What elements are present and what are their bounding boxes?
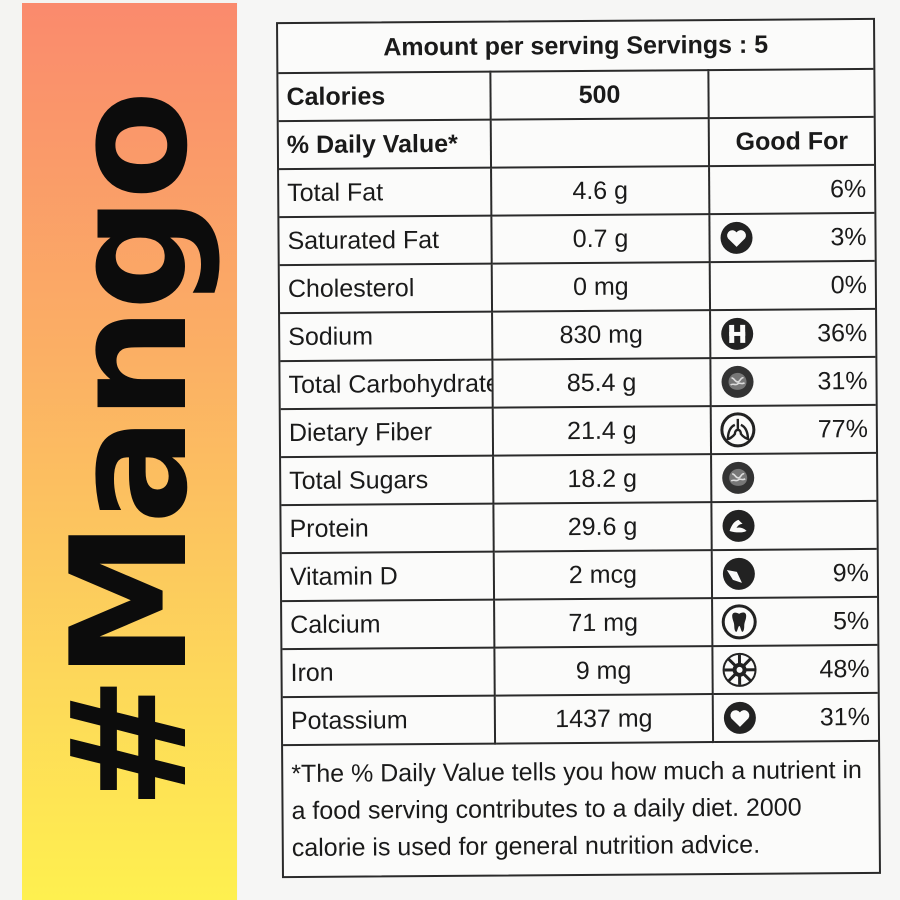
daily-value-label: % Daily Value* xyxy=(278,119,492,170)
daily-value-empty-cell xyxy=(490,118,710,168)
nutrient-name: Saturated Fat xyxy=(279,215,492,266)
nutrient-good-for: 3% xyxy=(709,212,875,263)
nutrient-name: Potassium xyxy=(282,695,496,746)
heart-icon xyxy=(722,700,758,736)
nutrient-good-for xyxy=(711,500,877,551)
nutrient-percent: 36% xyxy=(817,318,868,347)
nutrient-row-total-fat: Total Fat 4.6 g 6% xyxy=(279,164,875,218)
nutrient-name: Protein xyxy=(281,503,494,554)
nutrient-percent: 48% xyxy=(819,654,870,683)
icon-placeholder xyxy=(719,268,755,304)
nutrient-amount: 4.6 g xyxy=(491,166,710,216)
serving-header-row: Amount per serving Servings : 5 xyxy=(278,19,874,74)
nutrient-row-sodium: Sodium 830 mg 36% xyxy=(280,308,876,362)
nutrient-name: Total Carbohydrate xyxy=(280,359,493,410)
calories-value: 500 xyxy=(490,70,709,120)
nutrient-percent: 77% xyxy=(817,414,868,443)
nutrient-amount: 85.4 g xyxy=(492,358,711,408)
nutrient-good-for: 31% xyxy=(710,356,876,407)
nutrient-row-vitamin-d: Vitamin D 2 mcg 9% xyxy=(281,548,878,602)
nutrient-percent: 3% xyxy=(830,222,867,251)
nutrient-amount: 2 mcg xyxy=(493,550,713,600)
brain-icon xyxy=(720,460,756,496)
nutrient-amount: 1437 mg xyxy=(494,694,714,744)
good-for-label: Good For xyxy=(708,116,875,167)
nutrient-amount: 0 mg xyxy=(491,262,711,312)
nutrient-name: Vitamin D xyxy=(281,551,495,602)
calories-row: Calories 500 xyxy=(278,68,874,122)
nutrient-row-total-sugars: Total Sugars 18.2 g xyxy=(281,452,877,506)
nutrient-good-for: 6% xyxy=(709,164,875,215)
nutrient-amount: 71 mg xyxy=(494,598,713,648)
heart-icon xyxy=(718,220,754,256)
nutrient-row-cholesterol: Cholesterol 0 mg 0% xyxy=(279,260,876,314)
brain-icon xyxy=(719,364,755,400)
calories-label: Calories xyxy=(278,71,491,122)
serving-header: Amount per serving Servings : 5 xyxy=(278,19,874,74)
nutrient-good-for: 48% xyxy=(712,644,878,695)
nutrient-good-for xyxy=(711,452,877,503)
nutrient-percent: 5% xyxy=(832,606,870,635)
nutrient-percent: 9% xyxy=(832,558,869,587)
lungs-icon xyxy=(720,412,756,448)
brand-title: #Mango xyxy=(35,93,223,810)
nutrient-good-for: 0% xyxy=(709,260,876,311)
nutrient-amount: 9 mg xyxy=(494,646,713,696)
blood-cell-icon xyxy=(721,652,757,688)
nutrient-name: Calcium xyxy=(282,599,495,650)
nutrient-row-total-carbohydrate: Total Carbohydrate 85.4 g 31% xyxy=(280,356,876,410)
icon-placeholder xyxy=(718,172,754,208)
nutrient-percent: 0% xyxy=(830,270,867,299)
nutrient-good-for: 5% xyxy=(712,596,878,647)
nutrient-percent: 31% xyxy=(817,366,868,395)
nutrient-amount: 29.6 g xyxy=(493,502,712,552)
nutrient-row-protein: Protein 29.6 g xyxy=(281,500,877,554)
nutrient-amount: 0.7 g xyxy=(491,214,710,264)
nutrient-good-for: 9% xyxy=(711,548,878,599)
nutrient-row-iron: Iron 9 mg 48% xyxy=(282,644,878,698)
footnote: *The % Daily Value tells you how much a … xyxy=(291,756,863,863)
nutrient-name: Total Sugars xyxy=(281,455,494,506)
nutrient-row-dietary-fiber: Dietary Fiber 21.4 g 77% xyxy=(280,404,877,458)
nutrient-row-potassium: Potassium 1437 mg 31% xyxy=(282,692,879,746)
calories-empty-cell xyxy=(708,68,874,119)
nutrient-amount: 830 mg xyxy=(492,310,711,360)
nutrient-name: Iron xyxy=(282,647,495,698)
brand-banner: #Mango xyxy=(22,3,237,900)
muscle-icon xyxy=(720,508,756,544)
nutrient-good-for: 31% xyxy=(712,692,879,743)
nutrient-row-calcium: Calcium 71 mg 5% xyxy=(282,596,878,650)
tooth-icon xyxy=(721,604,757,640)
nutrient-percent: 31% xyxy=(819,702,870,731)
nutrient-amount: 21.4 g xyxy=(492,406,712,456)
nutrient-name: Sodium xyxy=(280,311,493,362)
nutrient-percent: 6% xyxy=(829,174,867,203)
nutrition-table: Amount per serving Servings : 5 Calories… xyxy=(278,19,879,746)
daily-value-row: % Daily Value* Good For xyxy=(278,116,875,170)
hospital-icon xyxy=(719,316,755,352)
nutrient-name: Total Fat xyxy=(279,167,492,218)
nutrient-good-for: 36% xyxy=(710,308,876,359)
nutrient-name: Cholesterol xyxy=(279,263,493,314)
nutrient-row-saturated-fat: Saturated Fat 0.7 g 3% xyxy=(279,212,875,266)
nutrient-name: Dietary Fiber xyxy=(280,407,494,458)
nutrition-label: Amount per serving Servings : 5 Calories… xyxy=(276,17,881,879)
bone-icon xyxy=(721,556,757,592)
nutrient-good-for: 77% xyxy=(710,404,877,455)
nutrient-amount: 18.2 g xyxy=(493,454,712,504)
